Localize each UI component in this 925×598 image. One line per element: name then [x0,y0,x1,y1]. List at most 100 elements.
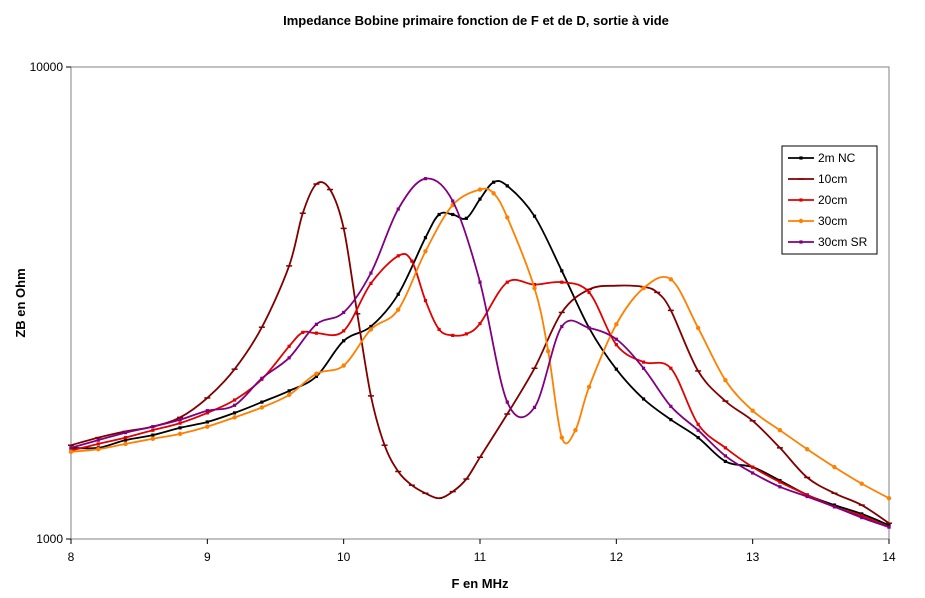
x-tick-label: 9 [204,550,211,564]
data-point-30cm-sr [287,356,291,360]
legend-item-30cm-sr: 30cm SR [788,235,868,249]
data-point-2m-nc [178,426,182,430]
y-axis-label: ZB en Ohm [13,268,28,337]
data-point-30cm [614,322,619,327]
data-point-30cm [286,392,292,398]
data-point-30cm [723,377,728,383]
data-point-30cm [777,428,783,433]
chart-title: Impedance Bobine primaire fonction de F … [283,13,669,28]
data-point-20cm [96,442,100,446]
series-20cm [69,253,891,529]
data-point-20cm [410,259,414,263]
data-point-30cm [668,277,674,282]
data-point-20cm [751,465,755,469]
legend-label: 10cm [818,172,847,186]
data-point-20cm [696,422,700,426]
data-point-20cm [151,428,155,432]
data-point-20cm [669,366,673,370]
data-point-30cm-sr [532,405,537,410]
data-point-30cm-sr [205,409,209,413]
data-point-20cm [178,421,182,425]
legend-item-30cm: 30cm [788,214,847,228]
data-point-30cm-sr [587,326,591,330]
data-point-20cm [287,344,291,348]
data-point-30cm-sr [887,525,891,529]
legend-item-10cm: 10cm [788,172,847,186]
data-point-20cm [396,254,400,258]
data-point-30cm [150,436,155,442]
data-point-20cm [369,281,373,285]
data-point-30cm [532,285,537,291]
legend-label: 30cm [818,214,847,228]
data-point-20cm [437,327,441,332]
x-tick-label: 10 [337,550,351,564]
data-point-30cm-sr [478,280,482,284]
data-point-30cm-sr [860,516,864,520]
data-point-30cm-sr [314,322,318,326]
data-point-2m-nc [451,212,455,217]
data-point-30cm [695,325,701,331]
data-point-20cm [532,282,537,287]
data-point-2m-nc [669,418,673,422]
data-point-30cm-sr [369,271,373,275]
data-point-30cm-sr [614,337,618,341]
data-point-20cm [642,360,646,364]
data-point-20cm [560,280,564,284]
data-point-30cm-sr [396,207,400,211]
data-point-30cm [545,348,551,354]
legend-item-2m-nc: 2m NC [788,151,856,165]
data-point-30cm [368,327,374,332]
data-point-30cm [205,424,210,429]
data-point-20cm [805,493,809,497]
x-tick-label: 13 [746,550,760,564]
data-point-30cm-sr [832,505,837,509]
data-point-20cm [123,435,128,440]
data-point-30cm [96,446,101,452]
data-point-30cm-sr [805,494,809,499]
data-point-2m-nc [696,435,700,440]
data-point-30cm-sr [151,425,155,429]
data-point-2m-nc [478,197,482,201]
data-point-2m-nc [492,180,496,184]
data-point-30cm-sr [451,199,455,203]
data-point-2m-nc [423,236,428,240]
legend-label: 20cm [818,193,847,207]
data-point-30cm-sr [260,376,264,380]
data-point-20cm [301,330,305,334]
x-tick-label: 8 [68,550,75,564]
data-point-30cm [477,187,483,192]
data-point-20cm [233,398,237,402]
data-point-20cm [205,411,209,415]
series-group [68,177,892,529]
data-point-30cm [641,285,646,291]
series-line-30cm [70,187,890,499]
legend-items: 2m NC 10cm 20cm 30cm 30cm SR [788,151,868,249]
data-point-2m-nc [314,374,318,379]
x-tick-label: 11 [474,550,487,564]
data-point-2m-nc [832,503,837,507]
data-point-30cm [750,408,755,413]
legend-marker [798,218,804,224]
x-tick-label: 14 [882,550,896,564]
data-point-20cm [614,343,618,347]
series-30cm-sr [69,177,891,529]
data-point-30cm-sr [696,428,700,432]
data-point-20cm [478,321,482,326]
x-tick-label: 12 [610,550,624,564]
data-point-2m-nc [505,184,509,188]
data-point-20cm [860,514,864,518]
data-point-20cm [342,329,346,333]
data-point-20cm [314,331,318,335]
data-point-2m-nc [860,512,864,516]
data-point-30cm-sr [751,471,755,475]
legend-marker [799,156,803,160]
series-30cm [68,187,892,501]
data-point-30cm [314,371,319,376]
data-point-30cm [123,441,128,447]
data-point-30cm-sr [423,177,428,181]
data-point-30cm-sr [342,310,346,315]
data-point-30cm-sr [505,400,509,404]
data-point-30cm [886,496,892,501]
series-line-30cm-sr [70,177,890,528]
data-point-30cm [859,481,864,486]
